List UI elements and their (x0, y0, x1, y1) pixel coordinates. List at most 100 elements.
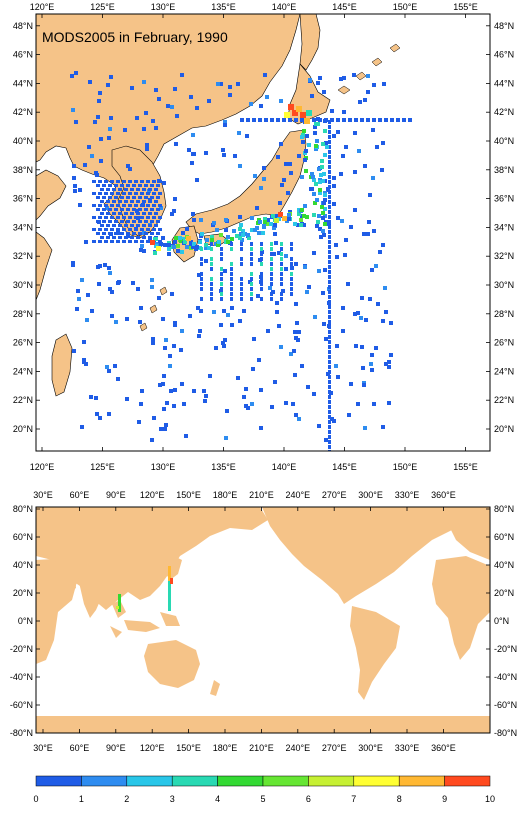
observation-cell (318, 180, 322, 184)
observation-cell (328, 445, 331, 449)
observation-cell (284, 112, 290, 118)
observation-cell (210, 257, 213, 261)
observation-cell (328, 295, 331, 299)
observation-cell (132, 196, 136, 199)
lower-lon-labels-top: 30°E 60°E 90°E 120°E 150°E 180°E 210°E 240°E 270… (33, 490, 456, 511)
lower-lon-label: 210°E (249, 490, 274, 500)
observation-cell (320, 205, 324, 209)
lower-lat-labels-left: 80°N 60°N 40°N 20°N 0°N -20°N -40°N -60°N -80°N (10, 504, 40, 738)
observation-cell (313, 125, 317, 129)
observation-cell (165, 401, 169, 405)
observation-cell (167, 243, 171, 247)
observation-cell (157, 97, 161, 101)
lower-lat-labels-right: 80°N 60°N 40°N 20°N 0°N -20°N -40°N -60°N -80°N (486, 504, 517, 738)
observation-cell (372, 118, 376, 122)
observation-cell (190, 161, 194, 165)
observation-cell (274, 218, 279, 223)
observation-cell (339, 77, 343, 81)
observation-cell (280, 252, 283, 256)
observation-cell (284, 401, 288, 405)
observation-cell (341, 329, 345, 333)
observation-cell (98, 216, 102, 219)
observation-cell (71, 261, 75, 265)
observation-cell (131, 281, 135, 285)
observation-cell (270, 277, 273, 281)
observation-cell (272, 226, 276, 230)
observation-cell (228, 93, 232, 97)
observation-cell (102, 220, 106, 223)
observation-cell (306, 110, 312, 116)
observation-cell (297, 154, 301, 158)
observation-cell (110, 180, 114, 183)
observation-cell (156, 232, 160, 235)
upper-map-frame (35, 13, 491, 452)
upper-lon-label: 140°E (272, 2, 297, 12)
observation-cell (169, 389, 173, 393)
observation-cell (112, 212, 116, 215)
observation-cell (151, 337, 155, 341)
observation-cell (315, 139, 319, 143)
observation-cell (104, 180, 108, 183)
lower-lon-label: 60°E (70, 490, 90, 500)
observation-cell (282, 216, 287, 221)
observation-cell (297, 212, 301, 216)
observation-cell (84, 240, 88, 244)
observation-cell (134, 180, 138, 183)
observation-cell (376, 302, 380, 306)
observation-cell (71, 108, 75, 112)
upper-lat-label: 44°N (494, 78, 514, 88)
observation-cell (136, 224, 140, 227)
observation-cell (200, 282, 203, 286)
upper-lon-label: 140°E (272, 462, 297, 472)
observation-cell (196, 306, 200, 310)
observation-cell (204, 259, 208, 263)
observation-cell (354, 118, 358, 122)
observation-cell (372, 83, 376, 87)
observation-cell (210, 262, 213, 266)
observation-cell (78, 188, 82, 192)
observation-cell (204, 243, 208, 247)
observation-cell (118, 609, 121, 612)
observation-cell (336, 216, 340, 220)
observation-cell (210, 297, 213, 301)
lower-lon-label: 180°E (213, 490, 238, 500)
observation-cell (259, 186, 263, 190)
observation-cell (324, 337, 328, 341)
observation-cell (118, 188, 122, 191)
observation-cell (221, 341, 225, 345)
observation-cell (96, 184, 100, 187)
observation-cell (87, 145, 91, 149)
observation-cell (276, 118, 280, 122)
observation-cell (100, 224, 104, 227)
observation-cell (335, 255, 339, 259)
observation-cell (150, 278, 154, 282)
observation-cell (230, 242, 233, 246)
observation-cell (328, 330, 331, 334)
observation-cell (315, 224, 319, 228)
observation-cell (200, 257, 203, 261)
observation-cell (102, 232, 106, 235)
observation-cell (185, 245, 189, 249)
observation-cell (100, 188, 104, 191)
observation-cell (262, 225, 266, 229)
observation-cell (328, 220, 331, 224)
observation-cell (316, 122, 320, 126)
observation-cell (270, 405, 274, 409)
observation-cell (250, 292, 253, 296)
observation-cell (236, 82, 240, 86)
observation-cell (374, 346, 378, 350)
observation-cell (249, 102, 253, 106)
upper-lat-label: 46°N (13, 50, 33, 60)
observation-cell (212, 310, 216, 314)
upper-map: MODS2005 in February, 1990 120°E 125°E 130… (13, 2, 514, 472)
observation-cell (219, 82, 223, 86)
observation-cell (291, 402, 295, 406)
observation-cell (136, 188, 140, 191)
observation-cell (173, 240, 177, 244)
lower-lon-label: 330°E (395, 490, 420, 500)
observation-cell (140, 216, 144, 219)
observation-cell (230, 247, 233, 251)
observation-cell (353, 208, 357, 212)
observation-cell (372, 229, 376, 233)
observation-cell (210, 287, 213, 291)
